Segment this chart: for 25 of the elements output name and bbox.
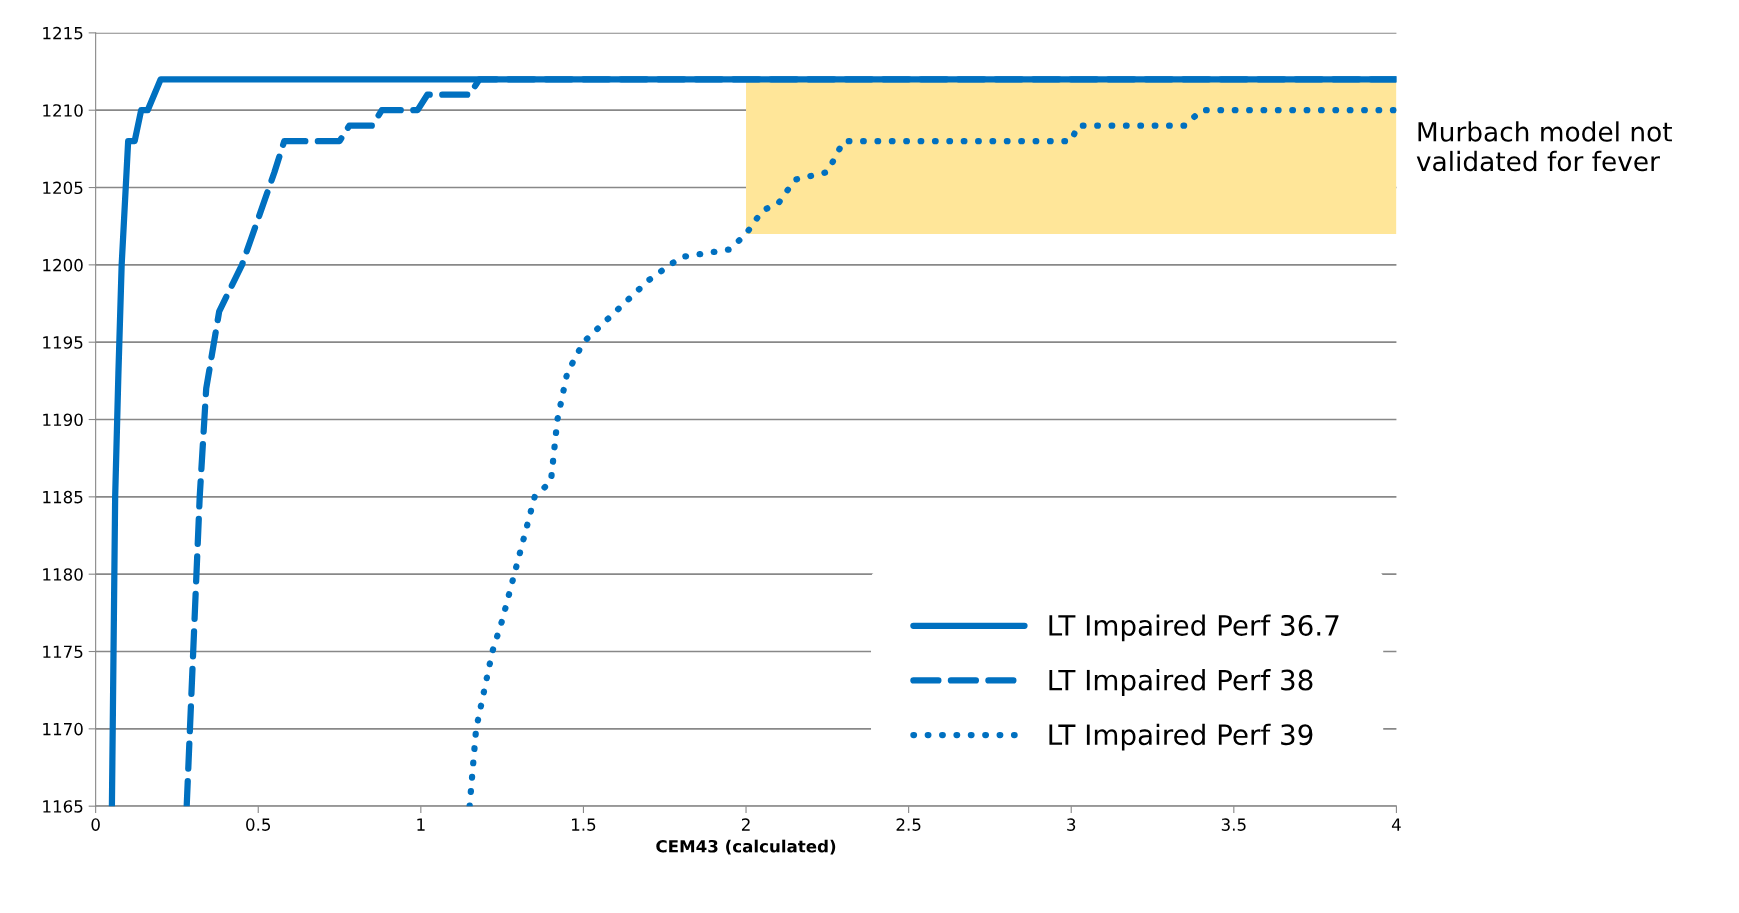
y-tick-label: 1170 — [43, 722, 83, 736]
x-tick-label: 3 — [1067, 818, 1076, 831]
x-axis-title: CEM43 (calculated) — [656, 839, 836, 855]
x-tick-label: 1 — [417, 818, 425, 831]
y-tick-label: 1185 — [43, 490, 83, 504]
x-tick-label: 2.5 — [896, 818, 921, 831]
y-tick-label: 1195 — [43, 336, 83, 349]
y-tick-label: 1210 — [43, 104, 83, 117]
y-tick-label: 1175 — [43, 645, 83, 659]
band-label: Murbach model not validated for fever — [1416, 121, 1672, 172]
x-tick-label: 0 — [91, 818, 100, 831]
y-tick-label: 1205 — [43, 181, 83, 195]
x-tick-label: 1.5 — [572, 818, 596, 831]
x-tick-label: 3.5 — [1221, 818, 1246, 831]
legend-label: LT Impaired Perf 38 — [1049, 669, 1313, 696]
y-tick-label: 1190 — [43, 413, 83, 427]
y-tick-label: 1200 — [43, 258, 83, 272]
legend-label: LT Impaired Perf 39 — [1049, 723, 1313, 751]
y-tick-label: 1165 — [43, 800, 83, 813]
x-tick-label: 0.5 — [246, 818, 271, 831]
legend-label: LT Impaired Perf 36.7 — [1049, 614, 1339, 642]
y-tick-label: 1215 — [43, 26, 83, 40]
y-tick-label: 1180 — [43, 568, 83, 581]
x-tick-label: 4 — [1391, 818, 1401, 831]
x-tick-label: 2 — [741, 818, 750, 831]
